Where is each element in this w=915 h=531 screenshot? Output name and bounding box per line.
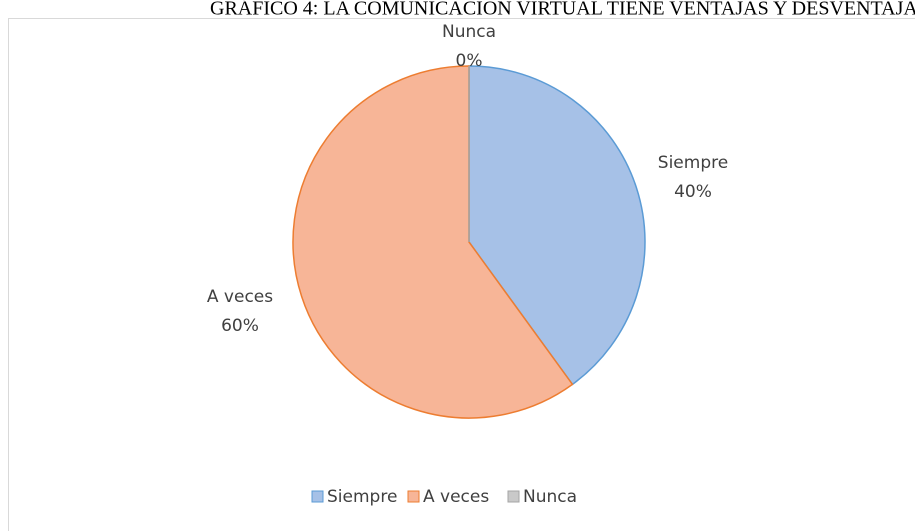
slice-label-value: 40% <box>674 182 712 202</box>
legend-label: Nunca <box>523 487 577 507</box>
slice-label-value: 60% <box>221 316 259 336</box>
legend-label: Siempre <box>327 487 397 507</box>
legend-swatch <box>507 490 520 503</box>
pie-slice <box>468 65 646 386</box>
chart-title: GRÁFICO 4: LA COMUNICACIÓN VIRTUAL TIENE… <box>210 0 915 20</box>
legend-swatch <box>311 490 324 503</box>
legend-swatch <box>407 490 420 503</box>
slice-label-name: A veces <box>207 287 273 307</box>
slice-label-name: Nunca <box>442 22 496 42</box>
slice-label-name: Siempre <box>658 153 728 173</box>
pie-slice <box>292 65 574 419</box>
slice-label-value: 0% <box>456 51 483 71</box>
legend-label: A veces <box>423 487 489 507</box>
